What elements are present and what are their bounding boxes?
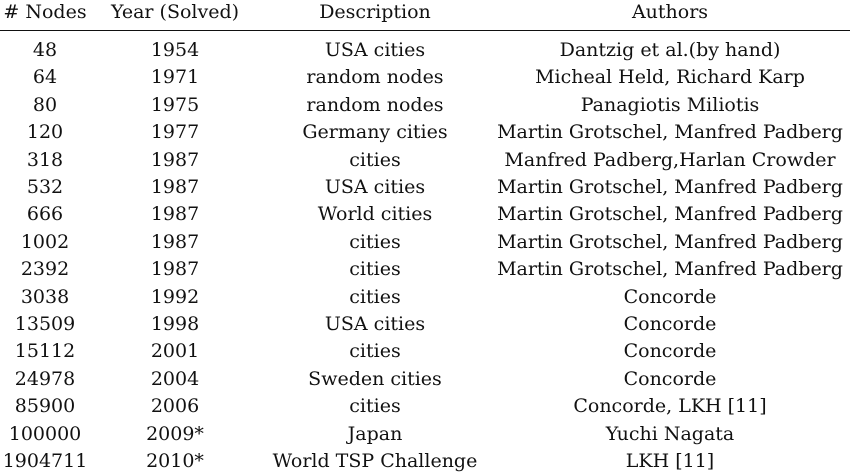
- cell-year: 1975: [150, 93, 200, 116]
- cell-year: 2010*: [146, 450, 204, 473]
- table-row: 15112 2001 cities Concorde: [0, 338, 850, 365]
- table-row: 85900 2006 cities Concorde, LKH [11]: [0, 393, 850, 420]
- cell-authors: Micheal Held, Richard Karp: [535, 66, 805, 89]
- cell-nodes: 1904711: [2, 450, 88, 473]
- header-description: Description: [260, 0, 490, 31]
- table-row: 532 1987 USA cities Martin Grotschel, Ma…: [0, 174, 850, 201]
- cell-year: 2001: [150, 340, 200, 363]
- table-row: 13509 1998 USA cities Concorde: [0, 311, 850, 338]
- cell-description: cities: [349, 148, 401, 171]
- cell-authors: Martin Grotschel, Manfred Padberg: [497, 121, 843, 144]
- header-nodes: # Nodes: [0, 0, 90, 31]
- cell-nodes: 24978: [14, 367, 76, 390]
- table-row: 64 1971 random nodes Micheal Held, Richa…: [0, 64, 850, 91]
- cell-description: USA cities: [324, 313, 426, 336]
- cell-authors: Yuchi Nagata: [605, 422, 735, 445]
- cell-authors: Concorde: [623, 367, 717, 390]
- cell-nodes: 13509: [14, 313, 76, 336]
- header-row: # Nodes Year (Solved) Description Author…: [0, 0, 850, 31]
- cell-nodes: 1002: [20, 230, 70, 253]
- cell-authors: Martin Grotschel, Manfred Padberg: [497, 203, 843, 226]
- cell-nodes: 15112: [14, 340, 76, 363]
- cell-nodes: 666: [26, 203, 64, 226]
- table-row: 100000 2009* Japan Yuchi Nagata: [0, 421, 850, 448]
- cell-year: 1987: [150, 230, 200, 253]
- cell-authors: Martin Grotschel, Manfred Padberg: [497, 258, 843, 281]
- cell-nodes: 48: [32, 39, 58, 61]
- cell-authors: LKH [11]: [625, 450, 715, 473]
- cell-nodes: 3038: [20, 285, 70, 308]
- cell-nodes: 64: [32, 66, 58, 89]
- cell-authors: Martin Grotschel, Manfred Padberg: [497, 176, 843, 199]
- cell-description: USA cities: [324, 39, 426, 61]
- cell-description: World cities: [317, 203, 433, 226]
- cell-authors: Concorde: [623, 340, 717, 363]
- cell-year: 1992: [150, 285, 200, 308]
- table-row: 120 1977 Germany cities Martin Grotschel…: [0, 119, 850, 146]
- cell-description: cities: [349, 258, 401, 281]
- cell-description: cities: [349, 230, 401, 253]
- cell-year: 1971: [150, 66, 200, 89]
- cell-authors: Panagiotis Miliotis: [580, 93, 760, 116]
- cell-authors: Martin Grotschel, Manfred Padberg: [497, 230, 843, 253]
- cell-year: 2004: [150, 367, 200, 390]
- cell-authors: Dantzig et al.(by hand): [559, 39, 781, 61]
- table-row: 48 1954 USA cities Dantzig et al.(by han…: [0, 31, 850, 65]
- table-row: 1002 1987 cities Martin Grotschel, Manfr…: [0, 229, 850, 256]
- cell-description: random nodes: [306, 66, 444, 89]
- cell-authors: Concorde, LKH [11]: [573, 395, 767, 418]
- cell-nodes: 80: [32, 93, 58, 116]
- table-row: 666 1987 World cities Martin Grotschel, …: [0, 201, 850, 228]
- cell-description: World TSP Challenge: [272, 450, 478, 473]
- cell-nodes: 85900: [14, 395, 76, 418]
- cell-year: 2006: [150, 395, 200, 418]
- cell-year: 1977: [150, 121, 200, 144]
- table-row: 2392 1987 cities Martin Grotschel, Manfr…: [0, 256, 850, 283]
- cell-year: 1998: [150, 313, 200, 336]
- table-row: 24978 2004 Sweden cities Concorde: [0, 366, 850, 393]
- cell-nodes: 532: [26, 176, 64, 199]
- cell-description: Japan: [347, 422, 403, 445]
- cell-description: Sweden cities: [308, 367, 442, 390]
- cell-year: 2009*: [146, 422, 204, 445]
- cell-nodes: 2392: [20, 258, 70, 281]
- table-body: 48 1954 USA cities Dantzig et al.(by han…: [0, 31, 850, 476]
- cell-description: random nodes: [306, 93, 444, 116]
- cell-authors: Concorde: [623, 313, 717, 336]
- cell-description: cities: [349, 340, 401, 363]
- table-row: 318 1987 cities Manfred Padberg,Harlan C…: [0, 147, 850, 174]
- cell-description: cities: [349, 285, 401, 308]
- cell-year: 1987: [150, 148, 200, 171]
- cell-nodes: 120: [26, 121, 64, 144]
- cell-year: 1954: [150, 39, 200, 61]
- table-row: 1904711 2010* World TSP Challenge LKH [1…: [0, 448, 850, 475]
- cell-description: cities: [349, 395, 401, 418]
- cell-year: 1987: [150, 176, 200, 199]
- cell-nodes: 100000: [8, 422, 82, 445]
- header-year: Year (Solved): [90, 0, 260, 31]
- table-row: 3038 1992 cities Concorde: [0, 284, 850, 311]
- cell-nodes: 318: [26, 148, 64, 171]
- cell-description: USA cities: [324, 176, 426, 199]
- cell-authors: Manfred Padberg,Harlan Crowder: [504, 148, 836, 171]
- table-row: 80 1975 random nodes Panagiotis Miliotis: [0, 92, 850, 119]
- header-authors: Authors: [490, 0, 850, 31]
- cell-authors: Concorde: [623, 285, 717, 308]
- cell-year: 1987: [150, 258, 200, 281]
- cell-description: Germany cities: [302, 121, 448, 144]
- table-header: # Nodes Year (Solved) Description Author…: [0, 0, 850, 31]
- cell-year: 1987: [150, 203, 200, 226]
